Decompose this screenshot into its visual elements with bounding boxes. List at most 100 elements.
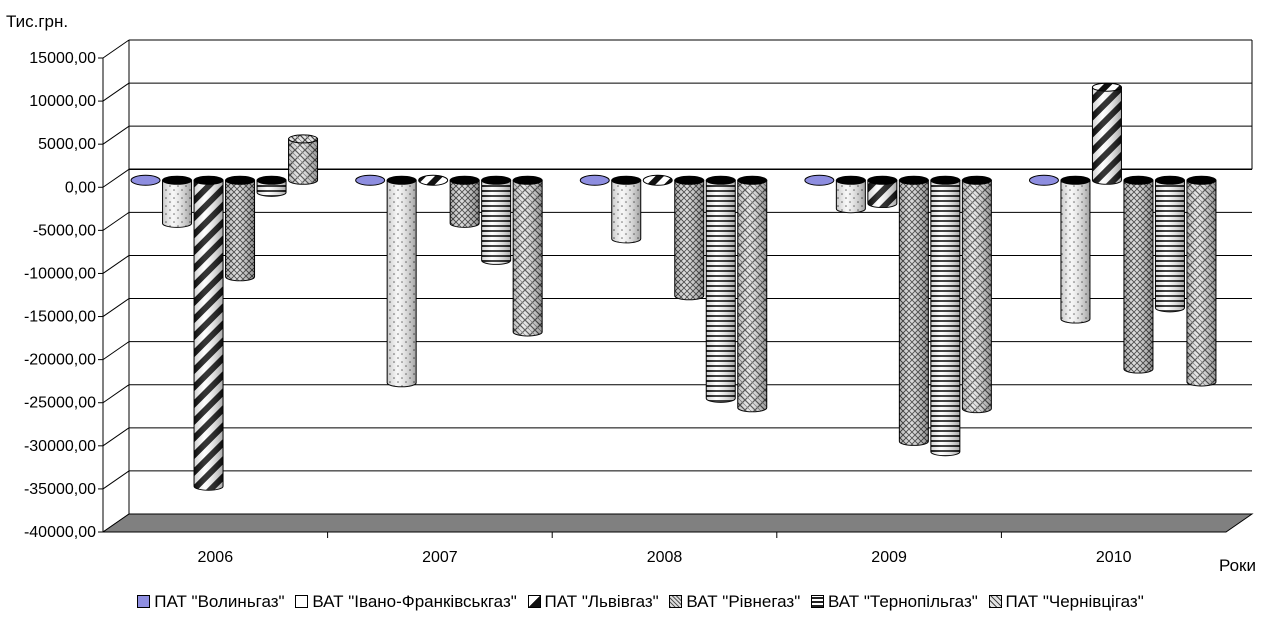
bar-cap (930, 175, 961, 185)
bar-shade (288, 138, 318, 185)
bar-shade (706, 180, 736, 403)
x-tick-label: 2006 (198, 549, 234, 566)
legend-label: ВАТ "Тернопільгаз" (827, 592, 978, 611)
bar (418, 174, 449, 186)
bar (1060, 175, 1091, 324)
bar-disc (355, 174, 386, 186)
bar-cap (611, 175, 642, 185)
bar (162, 175, 193, 228)
bar-shade (1123, 180, 1153, 374)
bar-cap (835, 175, 866, 185)
gridline-side (102, 125, 130, 145)
bar-cap (449, 175, 480, 185)
x-tick-labels: 2006 2007 2008 2009 2010 (198, 532, 1132, 566)
legend-item-rivnehaz: ВАТ "Рівнегаз" (669, 592, 800, 612)
bar-shade (387, 180, 417, 387)
bar (898, 175, 929, 446)
bar-cap (961, 175, 992, 185)
bar-cap (1123, 175, 1154, 185)
bar (481, 175, 512, 265)
y-axis-title: Тис.грн. (6, 12, 68, 31)
gridline-side (102, 384, 130, 404)
legend-label: ВАТ "Рівнегаз" (686, 592, 801, 611)
y-tick-labels: 15000,00 10000,00 5000,00 0,00 -5000,00 -1000… (24, 50, 103, 541)
bar (737, 175, 768, 413)
bar-cap (288, 134, 319, 144)
bar (642, 174, 673, 186)
bar (386, 175, 417, 388)
bar (256, 175, 287, 197)
legend-swatch (295, 595, 309, 608)
legend-item-volynhaz: ПАТ "Волиньгаз" (137, 592, 285, 612)
bar (288, 134, 319, 185)
legend: ПАТ "Волиньгаз" ВАТ "Івано-Франківськгаз… (0, 592, 1281, 612)
bar-shade (674, 180, 704, 300)
y-tick-label: -5000,00 (33, 222, 96, 239)
legend-item-chernivtsihaz: ПАТ "Чернівцігаз" (988, 592, 1144, 612)
gridline-side (102, 341, 130, 361)
y-tick-label: -25000,00 (24, 395, 96, 412)
bar-cap (225, 175, 256, 185)
bar (961, 175, 992, 414)
bar-cap (1091, 82, 1122, 92)
gridline-side (102, 211, 130, 231)
bar-cap (481, 175, 512, 185)
bar (225, 175, 256, 282)
legend-label: ПАТ "Волиньгаз" (154, 592, 285, 611)
bar-disc (804, 174, 835, 186)
y-tick-label: -20000,00 (24, 352, 96, 369)
bar-cap (1186, 175, 1217, 185)
floor (101, 513, 1254, 533)
legend-item-ivano-frankivskhaz: ВАТ "Івано-Франківськгаз" (295, 592, 517, 612)
bars (130, 82, 1217, 491)
bar (1091, 82, 1122, 185)
legend-label: ВАТ "Івано-Франківськгаз" (312, 592, 517, 611)
bar-shade (737, 180, 767, 412)
bar-cap (256, 175, 287, 185)
bar-shade (867, 180, 897, 208)
legend-item-lvivhaz: ПАТ "Львівгаз" (527, 592, 659, 612)
gridline-side (102, 168, 130, 188)
bar-cap (737, 175, 768, 185)
bar-shade (481, 180, 511, 265)
bar (193, 175, 224, 491)
bar-shade (194, 180, 224, 491)
bar-shade (899, 180, 929, 446)
bar-disc (642, 174, 673, 186)
legend-label: ПАТ "Львівгаз" (544, 592, 659, 611)
gridline-side (102, 298, 130, 317)
bar-shade (450, 180, 480, 228)
x-tick-label: 2010 (1096, 549, 1132, 566)
x-tick-label: 2008 (647, 549, 683, 566)
bar-shade (1186, 180, 1216, 386)
bar (705, 175, 736, 403)
bar (674, 175, 705, 301)
bar-shade (962, 180, 992, 413)
bar-shade (1092, 87, 1122, 185)
bar (512, 175, 543, 337)
bar-cap (1060, 175, 1091, 185)
bar-cap (705, 175, 736, 185)
bar (611, 175, 642, 244)
legend-swatch (810, 595, 824, 608)
y-tick-label: 10000,00 (29, 93, 96, 110)
y-tick-label: -30000,00 (24, 438, 96, 455)
legend-swatch (527, 595, 541, 608)
bar-cap (162, 175, 193, 185)
bar-cap (674, 175, 705, 185)
legend-swatch (988, 595, 1002, 608)
bar (930, 175, 961, 457)
gridline-side (102, 39, 130, 59)
bar-shade (513, 180, 543, 336)
gridline-side (102, 255, 130, 274)
bar-shade (257, 180, 287, 197)
bar (1028, 174, 1059, 186)
bar-cap (512, 175, 543, 185)
bar-shade (611, 180, 641, 243)
chart-floor (101, 513, 1254, 533)
bar-cap (386, 175, 417, 185)
bar-cap (867, 175, 898, 185)
bar (1123, 175, 1154, 374)
bar-cap (193, 175, 224, 185)
bar-chart: Тис.грн. Роки 15000,00 10000,00 5000,00 0,0… (6, 12, 1256, 575)
